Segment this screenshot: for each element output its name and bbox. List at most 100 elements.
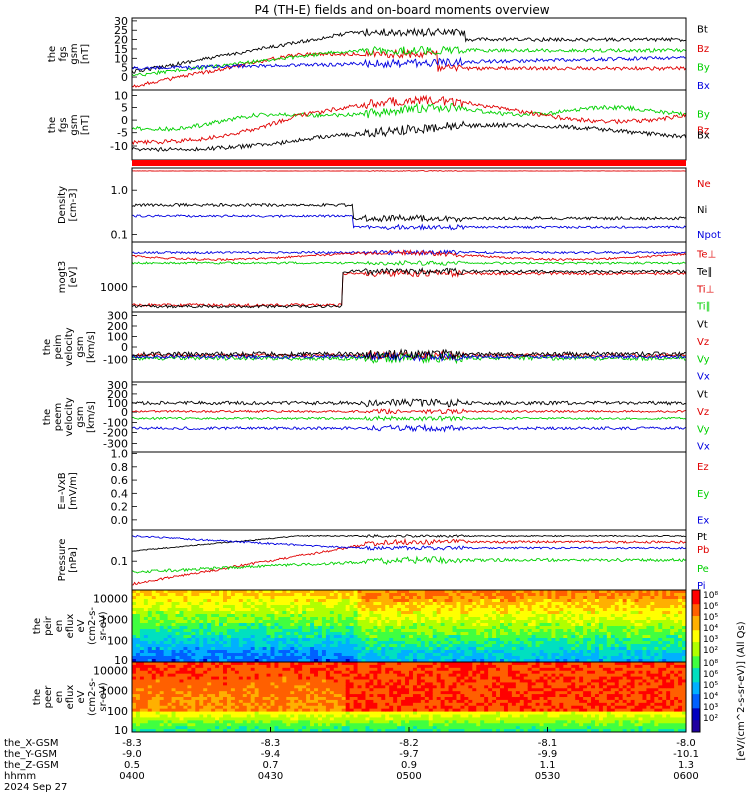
- spectro-cell: [373, 611, 377, 615]
- spectro-cell: [227, 723, 231, 726]
- spectro-cell: [148, 629, 152, 633]
- spectro-cell: [354, 632, 358, 636]
- spectro-cell: [183, 647, 187, 651]
- spectro-cell: [476, 647, 480, 651]
- spectro-cell: [377, 620, 381, 624]
- spectro-cell: [140, 599, 144, 603]
- spectro-cell: [342, 596, 346, 600]
- spectro-cell: [405, 641, 409, 645]
- spectro-cell: [302, 691, 306, 694]
- spectro-cell: [164, 590, 168, 594]
- spectro-cell: [314, 677, 318, 680]
- spectro-cell: [144, 680, 148, 683]
- ylabel-line: [eV]: [68, 267, 79, 288]
- spectro-cell: [322, 697, 326, 700]
- spectro-cell: [191, 700, 195, 703]
- spectro-cell: [334, 617, 338, 621]
- spectro-cell: [650, 599, 654, 603]
- spectro-cell: [251, 644, 255, 648]
- spectro-cell: [362, 611, 366, 615]
- spectro-cell: [417, 602, 421, 606]
- spectro-cell: [318, 644, 322, 648]
- spectro-cell: [203, 717, 207, 720]
- spectro-cell: [326, 620, 330, 624]
- spectro-cell: [263, 644, 267, 648]
- spectro-cell: [207, 635, 211, 639]
- spectro-cell: [627, 599, 631, 603]
- spectro-cell: [310, 635, 314, 639]
- spectro-cell: [302, 611, 306, 615]
- spectro-cell: [358, 620, 362, 624]
- spectro-cell: [650, 626, 654, 630]
- spectro-cell: [377, 605, 381, 609]
- spectro-cell: [504, 593, 508, 597]
- spectro-cell: [559, 593, 563, 597]
- spectro-cell: [611, 599, 615, 603]
- spectro-cell: [310, 617, 314, 621]
- spectro-cell: [377, 632, 381, 636]
- spectro-cell: [464, 647, 468, 651]
- spectro-cell: [191, 611, 195, 615]
- spectro-cell: [385, 590, 389, 594]
- spectro-cell: [555, 608, 559, 612]
- spectro-cell: [551, 626, 555, 630]
- spectro-cell: [298, 680, 302, 683]
- spectro-cell: [227, 602, 231, 606]
- spectro-cell: [251, 697, 255, 700]
- spectro-cell: [243, 720, 247, 723]
- ylabel-line: peir: [43, 615, 54, 635]
- spectro-cell: [342, 723, 346, 726]
- spectro-cell: [425, 596, 429, 600]
- spectro-cell: [179, 697, 183, 700]
- spectro-cell: [342, 617, 346, 621]
- spectro-cell: [393, 632, 397, 636]
- spectro-cell: [548, 593, 552, 597]
- spectro-cell: [362, 720, 366, 723]
- spectro-cell: [373, 653, 377, 657]
- spectro-cell: [215, 694, 219, 697]
- spectro-cell: [310, 694, 314, 697]
- spectro-cell: [654, 611, 658, 615]
- spectro-cell: [286, 717, 290, 720]
- spectro-cell: [144, 677, 148, 680]
- spectro-cell: [326, 671, 330, 674]
- spectro-cell: [306, 674, 310, 677]
- spectro-cell: [377, 641, 381, 645]
- spectro-cell: [369, 638, 373, 642]
- spectro-cell: [132, 726, 136, 729]
- spectro-cell: [650, 590, 654, 594]
- spectro-cell: [362, 668, 366, 671]
- spectro-cell: [251, 647, 255, 651]
- spectro-cell: [310, 632, 314, 636]
- spectro-cell: [168, 596, 172, 600]
- spectro-cell: [156, 700, 160, 703]
- spectro-cell: [429, 635, 433, 639]
- spectro-cell: [468, 608, 472, 612]
- spectro-cell: [191, 685, 195, 688]
- spectro-cell: [322, 700, 326, 703]
- spectro-cell: [231, 602, 235, 606]
- spectro-cell: [136, 629, 140, 633]
- spectro-cell: [346, 694, 350, 697]
- spectro-cell: [342, 635, 346, 639]
- spectro-cell: [290, 691, 294, 694]
- spectro-cell: [433, 641, 437, 645]
- spectro-cell: [500, 593, 504, 597]
- spectro-cell: [639, 602, 643, 606]
- spectro-cell: [282, 662, 286, 665]
- spectro-cell: [354, 599, 358, 603]
- spectro-cell: [140, 593, 144, 597]
- spectro-cell: [627, 656, 631, 660]
- spectro-cell: [219, 596, 223, 600]
- spectro-cell: [350, 620, 354, 624]
- spectro-cell: [271, 715, 275, 718]
- spectro-cell: [520, 629, 524, 633]
- spectro-cell: [156, 599, 160, 603]
- spectro-cell: [239, 665, 243, 668]
- spectro-cell: [381, 650, 385, 654]
- spectro-cell: [421, 629, 425, 633]
- spectro-cell: [290, 703, 294, 706]
- spectro-cell: [496, 626, 500, 630]
- spectro-cell: [160, 671, 164, 674]
- spectro-cell: [642, 608, 646, 612]
